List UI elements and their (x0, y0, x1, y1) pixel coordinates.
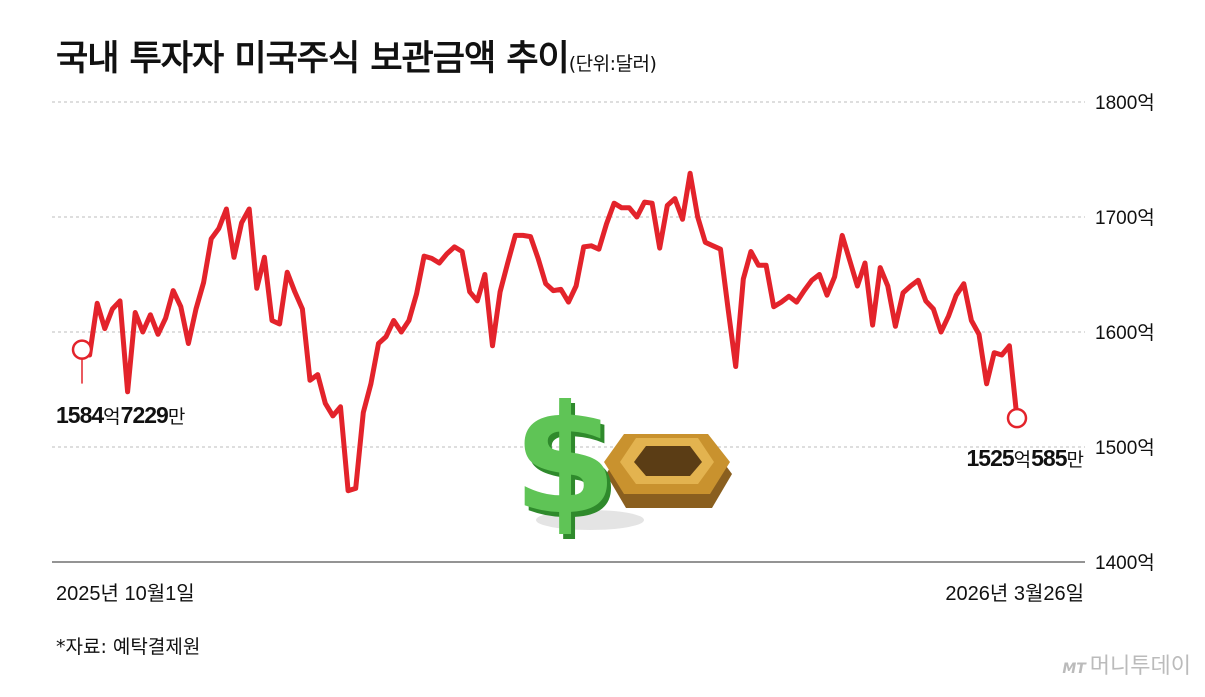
logo-mark: MT (1062, 661, 1086, 677)
title-row: 국내 투자자 미국주식 보관금액 추이(단위:달러) (56, 30, 657, 81)
logo-text: 머니투데이 (1089, 654, 1191, 679)
x-end-label: 2026년 3월26일 (945, 583, 1084, 605)
publisher-logo: MT 머니투데이 (1062, 648, 1191, 680)
svg-text:$: $ (517, 379, 621, 553)
end-value-unit1: 억 (1013, 450, 1032, 471)
start-point-marker (71, 339, 93, 360)
series-line (79, 170, 1020, 494)
start-value-unit1: 억 (103, 407, 121, 428)
source-note: *자료: 예탁결제원 (56, 636, 201, 658)
grid-lines (52, 101, 1085, 448)
end-value-part2: 585 (1031, 445, 1067, 471)
y-tick-label: 1700억 (1095, 207, 1155, 229)
y-tick-label: 1500억 (1095, 437, 1155, 459)
svg-text:$: $ (513, 374, 617, 548)
x-start-label: 2025년 10월1일 (56, 583, 195, 605)
y-tick-label: 1800억 (1095, 92, 1155, 114)
start-value-part2: 7229 (120, 402, 169, 428)
y-tick-label: 1600억 (1095, 322, 1155, 344)
dollar-sign-icon: $ $ (513, 374, 644, 553)
start-value-unit2: 만 (167, 407, 186, 428)
chart-title: 국내 투자자 미국주식 보관금액 추이 (56, 39, 570, 79)
unit-label: (단위:달러) (568, 53, 657, 75)
start-value-callout: 1584억7229만 (56, 402, 185, 429)
y-tick-label: 1400억 (1095, 552, 1155, 574)
end-value-part1: 1525 (966, 445, 1014, 471)
end-value-callout: 1525억585만 (966, 445, 1084, 472)
gold-coin-icon (604, 434, 732, 508)
end-value-unit2: 만 (1066, 450, 1084, 471)
y-axis-ticks: 1400억 1500억 1600억 1700억 1800억 (1095, 92, 1155, 574)
end-point-marker (1006, 407, 1028, 429)
start-value-part1: 1584 (56, 402, 104, 428)
